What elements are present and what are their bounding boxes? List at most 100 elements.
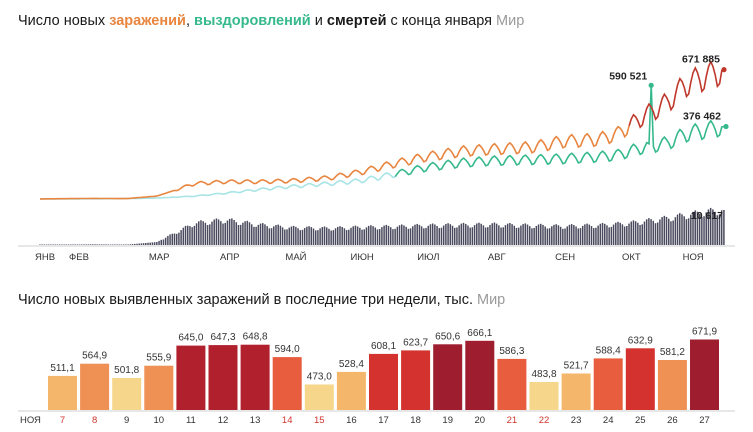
- deaths-bar: [94, 244, 96, 245]
- deaths-bar: [314, 230, 317, 245]
- deaths-bar: [462, 222, 465, 245]
- deaths-bar: [231, 218, 233, 245]
- deaths-bar: [189, 226, 191, 245]
- deaths-bar: [586, 223, 588, 245]
- deaths-bar: [96, 244, 99, 245]
- bar: [176, 345, 206, 410]
- deaths-bar: [290, 226, 293, 245]
- deaths-bar: [559, 226, 562, 245]
- deaths-bar: [467, 225, 469, 245]
- deaths-bar: [392, 229, 394, 245]
- deaths-bar: [511, 224, 513, 245]
- deaths-bar: [573, 225, 575, 245]
- deaths-bar: [705, 212, 707, 245]
- bottom-chart-title: Число новых выявленных заражений в после…: [18, 292, 505, 308]
- deaths-bar: [555, 224, 557, 245]
- deaths-bar: [217, 219, 220, 245]
- deaths-bar: [405, 226, 407, 245]
- deaths-bar: [204, 222, 207, 245]
- deaths-bar: [213, 219, 215, 245]
- bar-day-label: 8: [92, 415, 97, 426]
- deaths-bar: [615, 222, 617, 245]
- deaths-bar: [420, 226, 423, 245]
- region-selector-2[interactable]: Мир: [477, 292, 506, 308]
- deaths-bar: [487, 227, 489, 245]
- deaths-bar: [367, 225, 370, 245]
- deaths-bar: [524, 223, 527, 245]
- deaths-bar: [401, 224, 403, 245]
- bar-day-label: 22: [539, 415, 550, 426]
- deaths-bar: [303, 228, 306, 245]
- bar-value-label: 555,9: [146, 353, 171, 364]
- deaths-bar: [321, 227, 324, 245]
- deaths-bar: [416, 223, 418, 245]
- bar: [80, 363, 110, 410]
- deaths-bar: [564, 228, 566, 245]
- bar: [240, 344, 270, 410]
- deaths-bar: [281, 227, 284, 245]
- deaths-bar: [394, 228, 396, 245]
- bar: [625, 348, 655, 410]
- deaths-bar: [354, 225, 357, 245]
- deaths-bar: [195, 223, 198, 245]
- deaths-bar: [142, 243, 145, 245]
- deaths-bar: [407, 228, 410, 245]
- deaths-bar: [387, 225, 390, 245]
- deaths-bar: [608, 227, 610, 245]
- title-suffix: с конца января: [386, 13, 493, 29]
- deaths-bar: [138, 243, 140, 245]
- deaths-bar: [453, 227, 456, 245]
- deaths-bar: [74, 244, 76, 245]
- deaths-bar: [500, 227, 502, 245]
- bar-value-label: 671,9: [692, 327, 717, 338]
- deaths-bar: [528, 226, 531, 245]
- region-selector[interactable]: Мир: [496, 13, 525, 29]
- deaths-bar: [687, 218, 690, 245]
- deaths-bar: [515, 227, 518, 245]
- deaths-bar: [374, 227, 377, 245]
- deaths-bar: [526, 224, 529, 245]
- deaths-bar: [288, 227, 290, 245]
- bar-day-label: 26: [667, 415, 678, 426]
- deaths-bar: [332, 230, 335, 245]
- title-deaths: смертей: [326, 13, 387, 29]
- deaths-bar: [167, 235, 169, 245]
- deaths-bar: [626, 225, 628, 245]
- top-chart-title: Число новых заражений, выздоровлений и с…: [18, 13, 524, 29]
- deaths-bar: [482, 225, 485, 245]
- deaths-bar: [123, 244, 125, 245]
- deaths-bar: [83, 244, 85, 245]
- deaths-bar: [414, 224, 416, 245]
- deaths-bar: [495, 223, 498, 245]
- deaths-bar: [694, 210, 696, 245]
- deaths-bar: [171, 233, 174, 245]
- deaths-bar: [136, 243, 138, 245]
- deaths-bar: [703, 216, 705, 245]
- spike-annotation: 590 521: [609, 70, 647, 82]
- deaths-bar: [476, 223, 478, 245]
- bar-value-label: 521,7: [564, 360, 589, 371]
- bar: [593, 358, 623, 410]
- deaths-bar: [663, 215, 666, 245]
- deaths-bar: [248, 222, 251, 245]
- deaths-bar: [337, 226, 339, 245]
- bar-value-label: 483,8: [531, 369, 556, 380]
- infections-annotation: 671 885: [682, 54, 720, 66]
- month-tick-label: ИЮН: [350, 252, 373, 263]
- bar-value-label: 647,3: [210, 332, 235, 343]
- bar-value-label: 608,1: [371, 341, 396, 352]
- deaths-bar: [641, 224, 644, 245]
- deaths-bar: [224, 222, 226, 245]
- deaths-bar: [348, 229, 350, 245]
- deaths-bar: [286, 229, 288, 245]
- month-tick-label: ИЮЛ: [417, 252, 439, 263]
- deaths-bar: [601, 222, 604, 245]
- deaths-bar: [246, 220, 249, 245]
- deaths-bar: [273, 226, 275, 245]
- deaths-bar: [656, 222, 659, 245]
- deaths-bar: [284, 229, 286, 245]
- deaths-bar: [61, 244, 63, 245]
- deaths-bar: [186, 225, 189, 245]
- deaths-bar: [639, 224, 641, 245]
- deaths-bar: [566, 226, 568, 245]
